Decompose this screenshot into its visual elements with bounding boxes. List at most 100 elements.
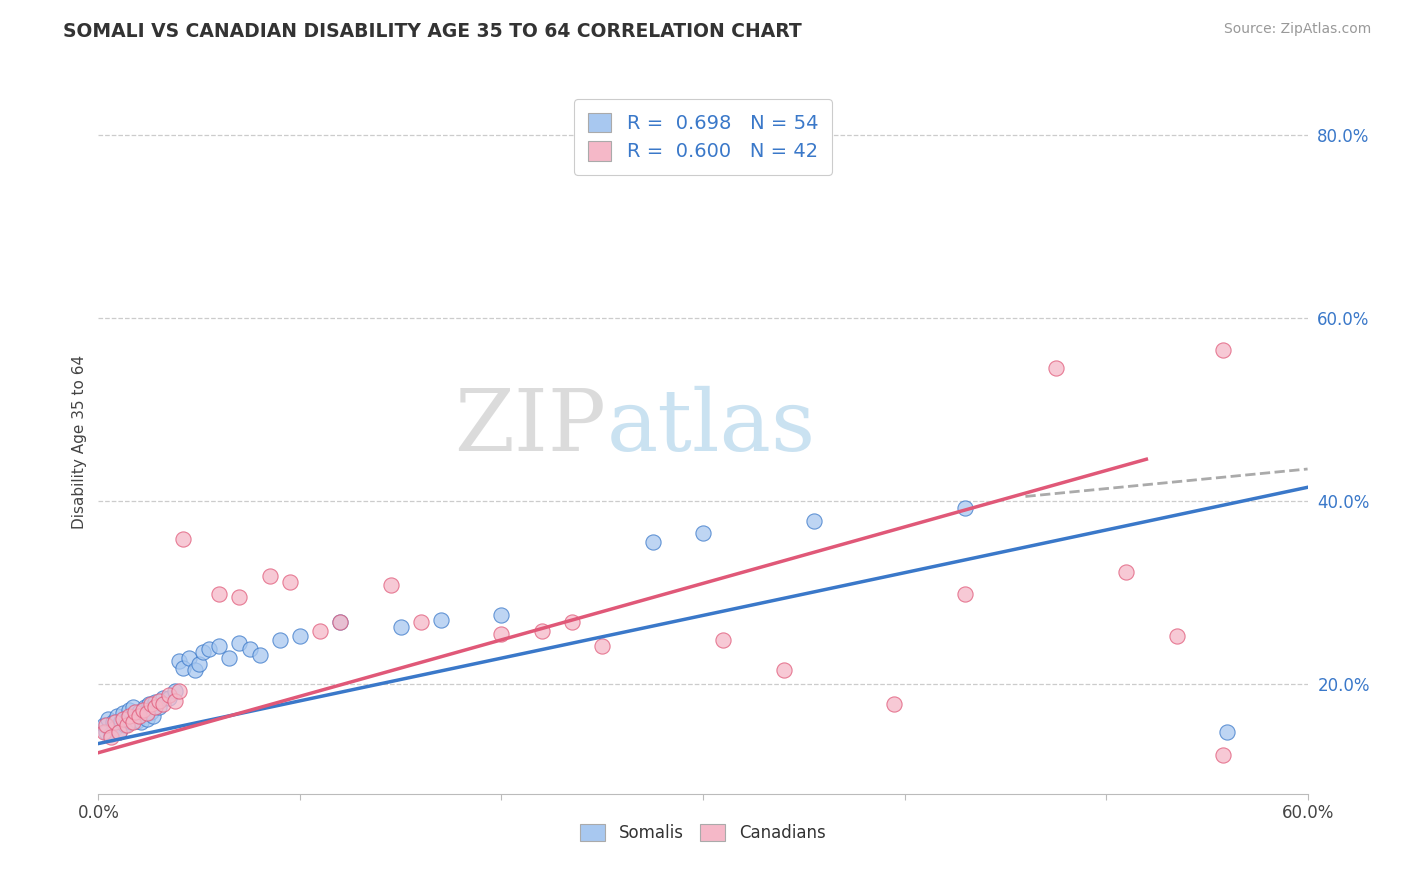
Point — [93, 724, 115, 739]
Point — [1216, 724, 1239, 739]
Point — [491, 626, 513, 640]
Point — [124, 705, 146, 719]
Point — [641, 535, 664, 549]
Point — [179, 651, 201, 665]
Point — [96, 718, 118, 732]
Point — [172, 660, 194, 674]
Point — [172, 533, 194, 547]
Point — [103, 715, 125, 730]
Point — [430, 613, 453, 627]
Point — [157, 690, 180, 705]
Point — [134, 700, 156, 714]
Point — [121, 700, 143, 714]
Point — [1045, 361, 1067, 376]
Point — [135, 706, 157, 721]
Point — [111, 706, 134, 721]
Point — [115, 712, 138, 726]
Point — [125, 714, 148, 728]
Point — [128, 705, 150, 719]
Text: ZIP: ZIP — [454, 386, 606, 469]
Point — [198, 642, 221, 657]
Point — [121, 715, 143, 730]
Point — [129, 715, 152, 730]
Text: SOMALI VS CANADIAN DISABILITY AGE 35 TO 64 CORRELATION CHART: SOMALI VS CANADIAN DISABILITY AGE 35 TO … — [63, 22, 801, 41]
Point — [380, 578, 402, 592]
Point — [148, 693, 170, 707]
Legend: Somalis, Canadians: Somalis, Canadians — [574, 817, 832, 849]
Point — [228, 590, 250, 604]
Point — [163, 693, 186, 707]
Y-axis label: Disability Age 35 to 64: Disability Age 35 to 64 — [72, 354, 87, 529]
Point — [103, 721, 125, 735]
Point — [167, 654, 190, 668]
Point — [107, 724, 129, 739]
Point — [138, 697, 160, 711]
Point — [167, 684, 190, 698]
Point — [132, 703, 155, 717]
Point — [208, 587, 231, 601]
Point — [711, 633, 734, 648]
Point — [115, 718, 138, 732]
Point — [1212, 343, 1234, 357]
Point — [329, 615, 352, 629]
Point — [110, 714, 132, 728]
Point — [132, 706, 155, 721]
Point — [152, 697, 174, 711]
Point — [152, 690, 174, 705]
Point — [100, 727, 122, 741]
Point — [93, 718, 115, 732]
Point — [389, 620, 412, 634]
Point — [208, 639, 231, 653]
Point — [692, 526, 714, 541]
Point — [100, 730, 122, 744]
Point — [1212, 748, 1234, 763]
Point — [561, 615, 583, 629]
Text: Source: ZipAtlas.com: Source: ZipAtlas.com — [1223, 22, 1371, 37]
Point — [118, 703, 141, 717]
Point — [101, 715, 124, 730]
Point — [1166, 630, 1188, 644]
Point — [193, 645, 215, 659]
Text: atlas: atlas — [606, 386, 815, 469]
Point — [239, 642, 262, 657]
Point — [143, 700, 166, 714]
Point — [591, 639, 613, 653]
Point — [124, 709, 146, 723]
Point — [157, 688, 180, 702]
Point — [249, 648, 271, 662]
Point — [269, 633, 291, 648]
Point — [128, 709, 150, 723]
Point — [111, 712, 134, 726]
Point — [329, 615, 352, 629]
Point — [772, 663, 794, 677]
Point — [530, 624, 553, 638]
Point — [309, 624, 332, 638]
Point — [188, 657, 211, 671]
Point — [163, 684, 186, 698]
Point — [120, 715, 142, 730]
Point — [105, 709, 128, 723]
Point — [143, 695, 166, 709]
Point — [1115, 566, 1137, 580]
Point — [409, 615, 432, 629]
Point — [259, 569, 281, 583]
Point — [118, 709, 141, 723]
Point — [139, 705, 162, 719]
Point — [96, 724, 118, 739]
Point — [97, 712, 120, 726]
Point — [953, 587, 976, 601]
Point — [184, 663, 207, 677]
Point — [135, 712, 157, 726]
Point — [883, 697, 905, 711]
Point — [288, 630, 311, 644]
Point — [148, 700, 170, 714]
Point — [114, 718, 136, 732]
Point — [953, 501, 976, 516]
Point — [278, 574, 301, 589]
Point — [139, 697, 162, 711]
Point — [228, 636, 250, 650]
Point — [803, 514, 825, 528]
Point — [142, 709, 165, 723]
Point — [218, 651, 240, 665]
Point — [491, 608, 513, 623]
